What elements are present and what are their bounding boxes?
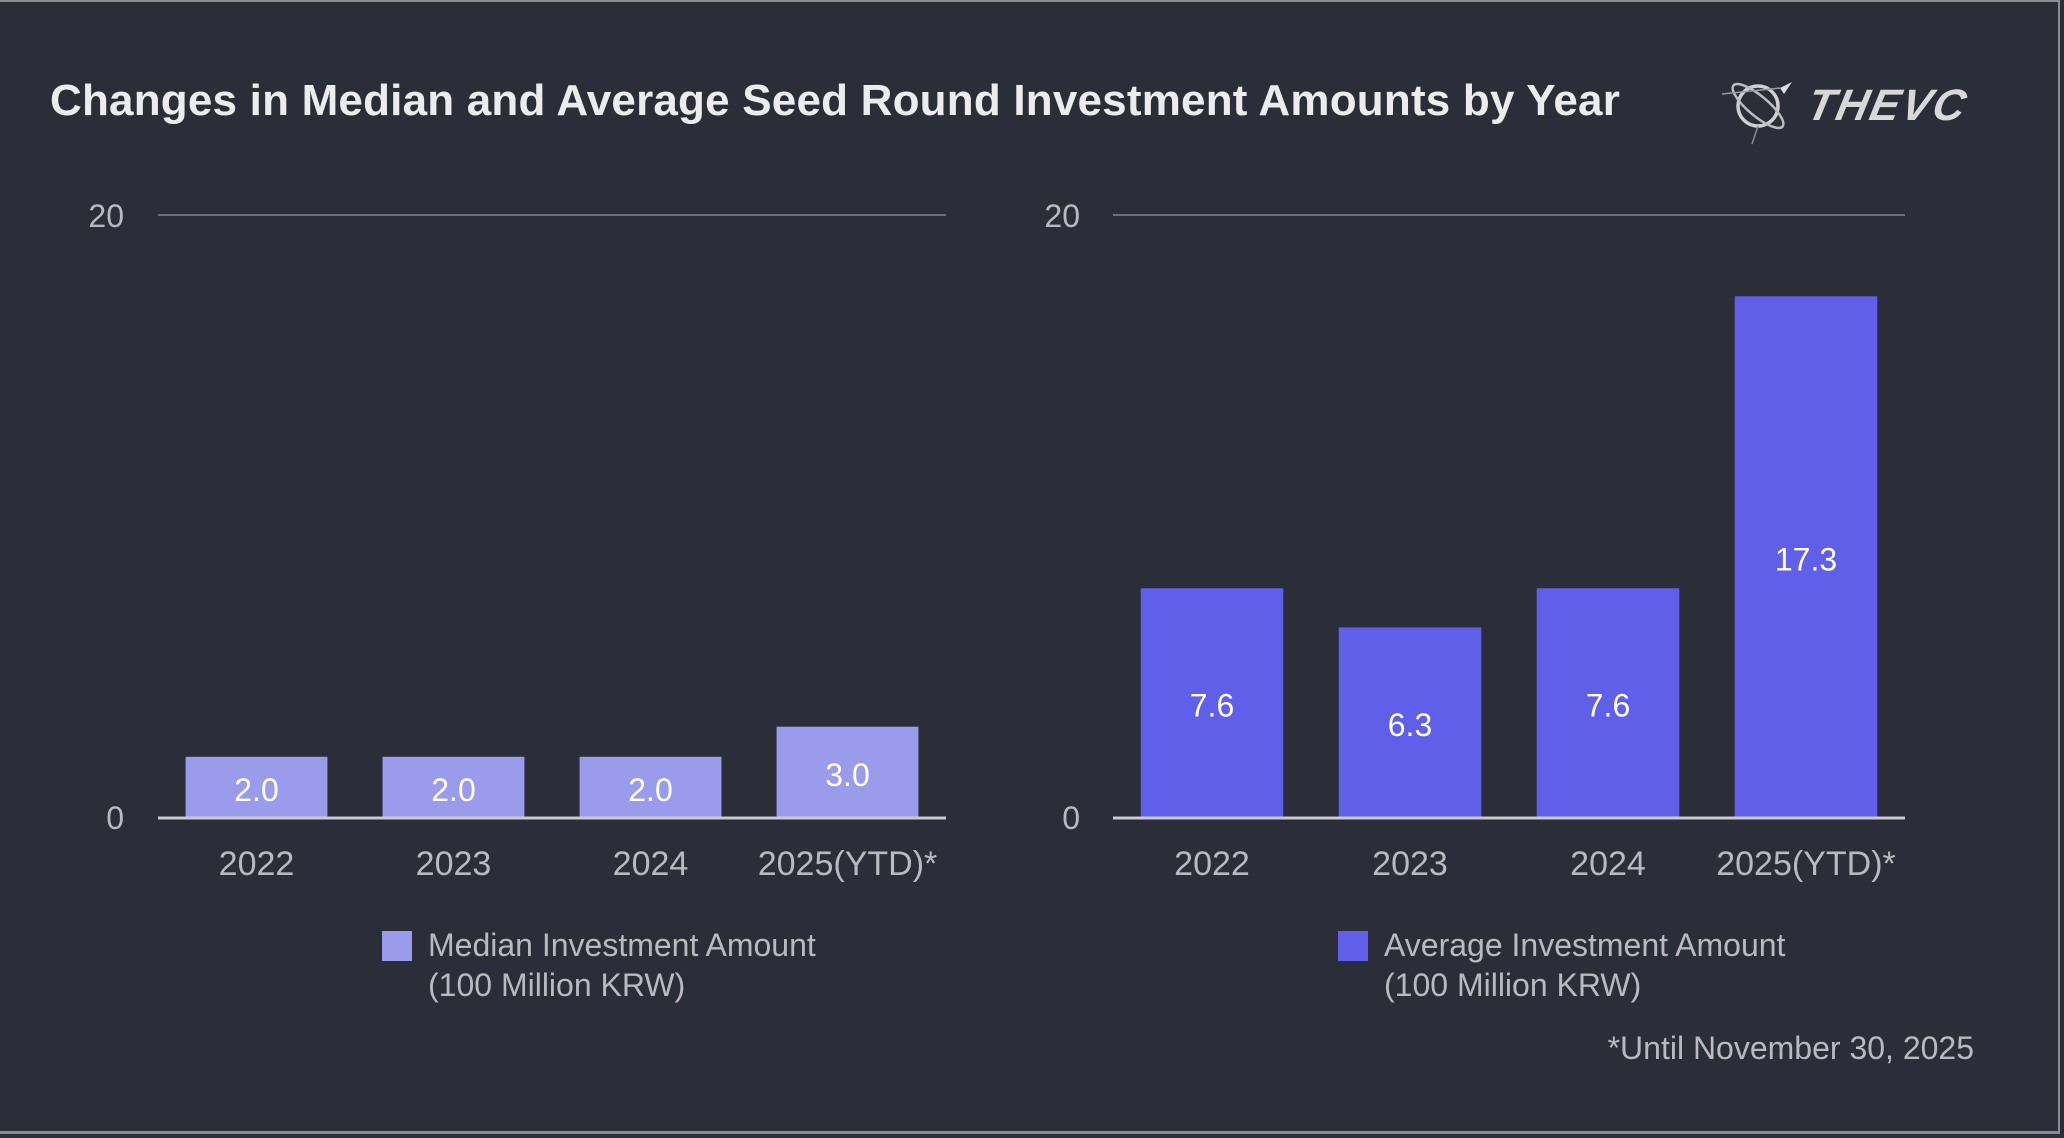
y-tick-label: 0: [1062, 800, 1080, 836]
x-tick-label: 2025(YTD)*: [1716, 845, 1896, 883]
median-chart: 0 20 2.0 2022 2.0 2023 2.0 2024 3.0 2025(YTD)*: [88, 198, 946, 883]
bar: [185, 756, 328, 817]
legend-swatch-median: [382, 931, 412, 961]
x-tick-label: 2024: [1570, 845, 1646, 883]
bar: [776, 726, 919, 817]
legend-average: Average Investment Amount (100 Million K…: [1338, 925, 1785, 1005]
y-tick-label: 0: [106, 800, 124, 836]
bar: [1338, 627, 1482, 817]
bar: [1536, 588, 1680, 817]
legend-label-line1: Average Investment Amount: [1384, 927, 1786, 963]
bar-value-label: 2.0: [628, 772, 672, 808]
bar-value-label: 2.0: [234, 772, 278, 808]
bar-value-label: 2.0: [431, 772, 475, 808]
y-tick-label: 20: [1044, 198, 1080, 234]
x-tick-label: 2022: [219, 845, 295, 883]
bar-value-label: 7.6: [1586, 688, 1630, 724]
chart-title: Changes in Median and Average Seed Round…: [50, 76, 1621, 125]
legend-median: Median Investment Amount (100 Million KR…: [382, 925, 816, 1005]
x-tick-label: 2025(YTD)*: [758, 845, 938, 883]
bar: [579, 756, 722, 817]
x-tick-label: 2024: [613, 845, 689, 883]
x-tick-label: 2022: [1174, 845, 1250, 883]
orbit-logo-icon: [1721, 82, 1792, 145]
bar-value-label: 7.6: [1190, 688, 1234, 724]
bar-value-label: 3.0: [825, 757, 869, 793]
bar: [1140, 588, 1284, 817]
legend-label-line1: Median Investment Amount: [428, 927, 816, 963]
bar: [1734, 296, 1878, 817]
x-tick-label: 2023: [416, 845, 492, 883]
legend-label-line2: (100 Million KRW): [1384, 967, 1642, 1003]
bar-value-label: 6.3: [1388, 707, 1432, 743]
y-tick-label: 20: [88, 198, 124, 234]
bar-value-label: 17.3: [1775, 542, 1837, 578]
legend-swatch-average: [1338, 931, 1368, 961]
footnote: *Until November 30, 2025: [1607, 1030, 1974, 1066]
bar: [382, 756, 525, 817]
x-tick-label: 2023: [1372, 845, 1448, 883]
legend-label-line2: (100 Million KRW): [428, 967, 686, 1003]
thevc-logo: THEVC: [1718, 66, 2018, 146]
